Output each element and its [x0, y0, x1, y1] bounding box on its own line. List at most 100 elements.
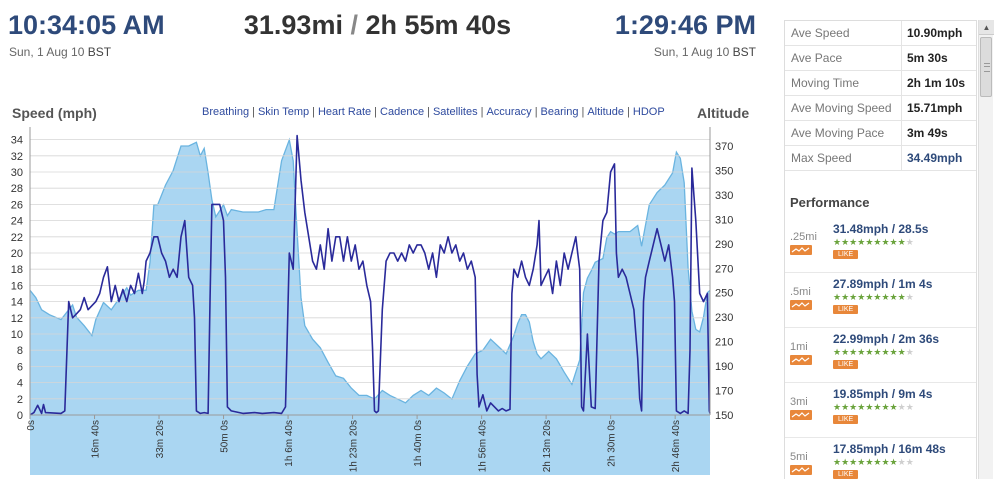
- star-filled-icon: ★: [841, 457, 850, 467]
- distance-duration-summary: 31.93mi / 2h 55m 40s: [0, 10, 755, 41]
- like-button[interactable]: LIKE: [833, 250, 859, 259]
- speed-altitude-chart[interactable]: 0246810121416182022242628303234150170190…: [0, 120, 760, 479]
- performance-value[interactable]: 27.89mph / 1m 4s: [833, 277, 933, 291]
- sidebar-scrollbar[interactable]: ▲: [978, 20, 994, 479]
- scroll-up-arrow-icon[interactable]: ▲: [979, 20, 994, 35]
- altitude-tick-label: 330: [715, 190, 733, 202]
- altitude-tick-label: 210: [715, 337, 733, 349]
- series-link-bearing[interactable]: Bearing: [540, 106, 579, 118]
- time-tick-label: 2h 30m 0s: [607, 420, 618, 467]
- like-button[interactable]: LIKE: [833, 305, 859, 314]
- series-link-accuracy[interactable]: Accuracy: [486, 106, 532, 118]
- speed-tick-label: 14: [11, 297, 23, 309]
- speed-tick-label: 24: [11, 216, 23, 228]
- performance-value[interactable]: 17.85mph / 16m 48s: [833, 442, 946, 456]
- scroll-thumb[interactable]: [980, 37, 992, 97]
- stat-value: 2h 1m 10s: [907, 76, 966, 90]
- speed-tick-label: 32: [11, 151, 23, 163]
- star-filled-icon: ★: [857, 402, 866, 412]
- speed-tick-label: 6: [17, 361, 23, 373]
- speed-tick-label: 18: [11, 264, 23, 276]
- time-tick-label: 2h 13m 20s: [542, 420, 553, 472]
- performance-item[interactable]: 5mi 17.85mph / 16m 48s ★★★★★★★★★★ LIKE: [785, 438, 976, 479]
- performance-value[interactable]: 22.99mph / 2m 36s: [833, 332, 940, 346]
- altitude-tick-label: 290: [715, 239, 733, 251]
- total-distance: 31.93mi: [243, 10, 343, 40]
- star-filled-icon: ★: [849, 237, 858, 247]
- link-separator: |: [581, 106, 585, 118]
- link-separator: |: [534, 106, 538, 118]
- star-filled-icon: ★: [865, 402, 874, 412]
- series-link-hdop[interactable]: HDOP: [632, 106, 665, 118]
- star-filled-icon: ★: [881, 237, 890, 247]
- link-separator: |: [374, 106, 378, 118]
- star-filled-icon: ★: [897, 347, 906, 357]
- speed-tick-label: 22: [11, 232, 23, 244]
- performance-item[interactable]: .5mi 27.89mph / 1m 4s ★★★★★★★★★★ LIKE: [785, 273, 976, 328]
- time-tick-label: 1h 23m 20s: [349, 420, 360, 472]
- star-empty-icon: ★: [905, 237, 914, 247]
- star-filled-icon: ★: [873, 457, 882, 467]
- speed-tick-label: 30: [11, 167, 23, 179]
- stat-row: Ave Speed 10.90mph: [785, 21, 976, 46]
- star-empty-icon: ★: [905, 457, 914, 467]
- series-toggle-links: Breathing | Skin Temp | Heart Rate | Cadence | S…: [202, 106, 665, 118]
- stat-row: Ave Moving Speed 15.71mph: [785, 96, 976, 121]
- star-filled-icon: ★: [833, 402, 842, 412]
- altitude-tick-label: 370: [715, 141, 733, 153]
- star-filled-icon: ★: [889, 347, 898, 357]
- star-filled-icon: ★: [857, 457, 866, 467]
- stat-value: 34.49mph: [907, 151, 963, 165]
- performance-value[interactable]: 31.48mph / 28.5s: [833, 222, 929, 236]
- mini-graph-icon[interactable]: [790, 300, 812, 310]
- star-filled-icon: ★: [873, 347, 882, 357]
- mini-graph-icon[interactable]: [790, 410, 812, 420]
- altitude-tick-label: 350: [715, 165, 733, 177]
- star-filled-icon: ★: [865, 292, 874, 302]
- like-button[interactable]: LIKE: [833, 470, 859, 479]
- performance-item[interactable]: 3mi 19.85mph / 9m 4s ★★★★★★★★★★ LIKE: [785, 383, 976, 438]
- performance-item[interactable]: 1mi 22.99mph / 2m 36s ★★★★★★★★★★ LIKE: [785, 328, 976, 383]
- time-tick-label: 1h 40m 0s: [413, 420, 424, 467]
- series-link-altitude[interactable]: Altitude: [587, 106, 625, 118]
- star-filled-icon: ★: [889, 237, 898, 247]
- total-duration: 2h 55m 40s: [365, 10, 512, 40]
- speed-tick-label: 0: [17, 410, 23, 422]
- speed-tick-label: 12: [11, 313, 23, 325]
- star-filled-icon: ★: [881, 402, 890, 412]
- mini-graph-icon[interactable]: [790, 355, 812, 365]
- altitude-tick-label: 150: [715, 410, 733, 422]
- altitude-area: [30, 139, 710, 475]
- star-filled-icon: ★: [849, 457, 858, 467]
- star-filled-icon: ★: [841, 347, 850, 357]
- star-filled-icon: ★: [857, 292, 866, 302]
- like-button[interactable]: LIKE: [833, 360, 859, 369]
- speed-line: [29, 134, 711, 416]
- star-filled-icon: ★: [841, 402, 850, 412]
- star-rating: ★★★★★★★★★★: [833, 402, 914, 412]
- performance-item[interactable]: .25mi 31.48mph / 28.5s ★★★★★★★★★★ LIKE: [785, 218, 976, 273]
- summary-stats-list: Ave Speed 10.90mph Ave Pace 5m 30s Moving Ti…: [785, 21, 976, 171]
- star-filled-icon: ★: [833, 292, 842, 302]
- series-link-breathing[interactable]: Breathing: [202, 106, 250, 118]
- star-rating: ★★★★★★★★★★: [833, 457, 914, 467]
- speed-tick-label: 8: [17, 345, 23, 357]
- stat-label: Ave Moving Pace: [785, 121, 902, 145]
- series-link-heart-rate[interactable]: Heart Rate: [317, 106, 372, 118]
- star-filled-icon: ★: [849, 292, 858, 302]
- star-filled-icon: ★: [889, 457, 898, 467]
- series-link-skin-temp[interactable]: Skin Temp: [257, 106, 310, 118]
- mini-graph-icon[interactable]: [790, 245, 812, 255]
- performance-value[interactable]: 19.85mph / 9m 4s: [833, 387, 933, 401]
- star-filled-icon: ★: [889, 292, 898, 302]
- stat-value: 5m 30s: [907, 51, 948, 65]
- star-empty-icon: ★: [905, 402, 914, 412]
- speed-tick-label: 34: [11, 135, 23, 147]
- mini-graph-icon[interactable]: [790, 465, 812, 475]
- series-link-cadence[interactable]: Cadence: [380, 106, 425, 118]
- star-filled-icon: ★: [865, 237, 874, 247]
- like-button[interactable]: LIKE: [833, 415, 859, 424]
- star-filled-icon: ★: [881, 292, 890, 302]
- series-link-satellites[interactable]: Satellites: [432, 106, 478, 118]
